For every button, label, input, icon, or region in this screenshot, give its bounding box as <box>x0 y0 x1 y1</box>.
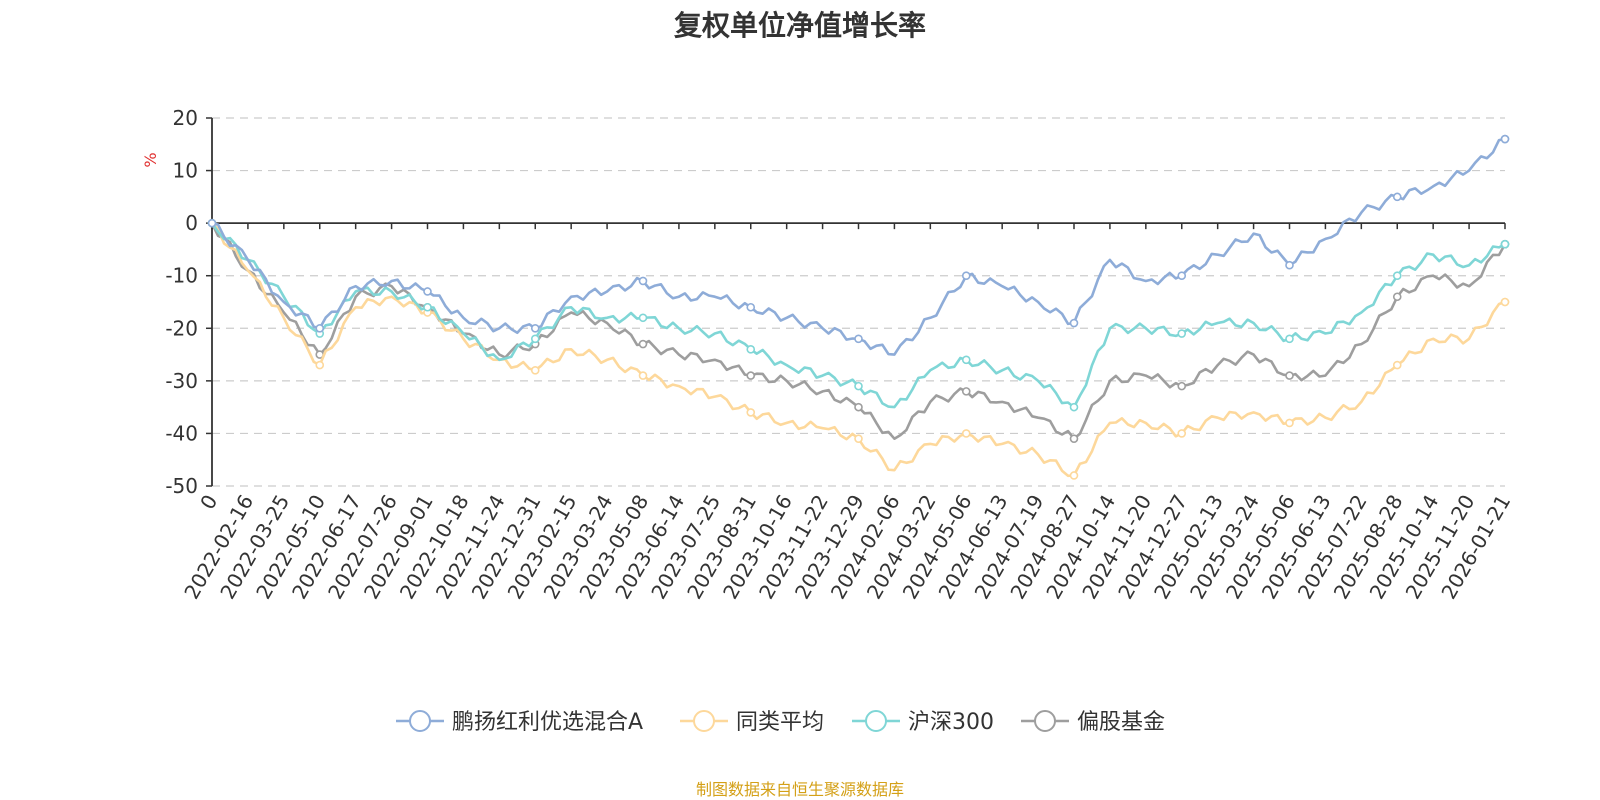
series-lines <box>207 134 1510 480</box>
data-point <box>854 402 863 412</box>
legend-marker <box>1034 710 1056 732</box>
y-tick-label: -30 <box>165 369 198 393</box>
data-point <box>1392 192 1402 202</box>
data-point <box>1500 239 1510 249</box>
data-point <box>854 334 863 344</box>
legend-marker <box>865 710 887 732</box>
legend-marker <box>693 710 715 732</box>
data-point <box>207 218 217 228</box>
data-point <box>638 276 648 286</box>
data-point <box>1069 318 1079 328</box>
x-tick-labels: 02022-02-162022-03-252022-05-102022-06-1… <box>179 490 1515 603</box>
data-point <box>1285 260 1294 270</box>
data-point <box>1285 334 1294 344</box>
grid-lines <box>212 117 1505 487</box>
legend-label: 同类平均 <box>736 710 824 735</box>
data-point <box>1500 134 1510 144</box>
y-tick-label: -40 <box>165 421 198 445</box>
data-point <box>423 287 432 296</box>
y-axis-unit: % <box>141 152 160 167</box>
data-point <box>1392 360 1402 370</box>
y-tick-label: -50 <box>165 474 198 498</box>
x-tick-label: 0 <box>195 491 222 514</box>
legend-label: 鹏扬红利优选混合A <box>452 710 643 735</box>
data-point <box>961 271 971 281</box>
y-tick-label: 0 <box>185 211 198 235</box>
data-point <box>1177 429 1187 438</box>
data-point <box>530 366 540 375</box>
data-point <box>746 408 756 417</box>
legend-marker <box>409 710 431 732</box>
data-point <box>854 434 863 443</box>
y-tick-label: -20 <box>165 316 198 340</box>
data-point <box>1177 271 1187 281</box>
data-point <box>854 381 863 391</box>
data-point <box>746 371 756 380</box>
legend-item[interactable]: 同类平均 <box>680 710 824 735</box>
data-point <box>746 302 756 312</box>
y-tick-label: 10 <box>173 159 198 183</box>
data-point <box>1500 297 1510 307</box>
y-tick-label: 20 <box>173 106 198 130</box>
data-point <box>1392 292 1402 302</box>
y-tick-labels: 20 10 0 -10 -20 -30 -40 -50 <box>165 106 198 498</box>
data-point <box>530 334 540 344</box>
data-point <box>1177 381 1187 391</box>
data-point <box>1069 402 1079 412</box>
data-point <box>961 387 971 396</box>
data-point <box>1177 329 1187 338</box>
data-source-note: 制图数据来自恒生聚源数据库 <box>695 780 904 799</box>
data-point <box>315 323 325 333</box>
data-point <box>746 345 756 354</box>
data-point <box>1069 434 1079 443</box>
legend[interactable]: 鹏扬红利优选混合A 同类平均 沪深300 偏股基金 <box>396 710 1165 735</box>
legend-label: 偏股基金 <box>1077 710 1165 735</box>
legend-item[interactable]: 偏股基金 <box>1021 710 1165 735</box>
data-point <box>423 302 432 312</box>
legend-item[interactable]: 沪深300 <box>852 710 994 735</box>
series-line-0 <box>211 137 1506 356</box>
data-point <box>961 429 971 438</box>
axes <box>206 117 1506 487</box>
data-point <box>1069 471 1079 480</box>
data-point <box>1285 418 1294 428</box>
chart-title: 复权单位净值增长率 <box>673 9 926 42</box>
legend-item[interactable]: 鹏扬红利优选混合A <box>396 710 643 735</box>
y-tick-label: -10 <box>165 264 198 288</box>
data-point <box>638 371 648 380</box>
data-point <box>638 339 648 349</box>
data-point <box>315 360 325 370</box>
legend-label: 沪深300 <box>908 710 994 735</box>
series-line-2 <box>210 222 1506 409</box>
data-point <box>1392 271 1402 281</box>
data-point <box>530 323 540 333</box>
data-point <box>961 355 971 365</box>
data-point <box>638 313 648 323</box>
data-point <box>1285 371 1294 380</box>
